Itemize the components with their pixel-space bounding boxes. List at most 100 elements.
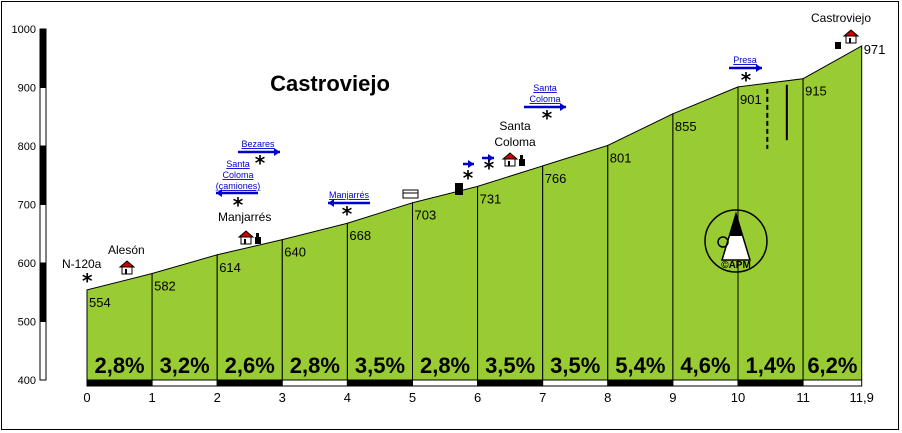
gradient-labels: 2,8% 3,2% 2,6% 2,8% 3,5% 2,8% 3,5% 3,5% 5,4% 4,6%…	[94, 353, 857, 378]
gradient-bar	[151, 379, 218, 387]
x-tick-label: 8	[604, 390, 611, 405]
junction-star: *	[233, 193, 244, 217]
gradient-percent: 2,8%	[94, 353, 144, 378]
junction-star: *	[82, 269, 93, 293]
gradient-bar	[802, 379, 863, 387]
sign-label: Presa	[733, 55, 757, 65]
y-axis-band	[39, 321, 47, 381]
gradient-percent: 3,5%	[485, 353, 535, 378]
y-tick-label: 800	[18, 141, 36, 153]
sign-label: Coloma	[222, 170, 253, 180]
junction-star: *	[484, 156, 495, 180]
elevation-label: 855	[675, 119, 697, 134]
house-icon	[237, 230, 261, 245]
y-axis-band	[39, 28, 47, 88]
x-tick-label: 5	[409, 390, 416, 405]
elevation-label: 971	[864, 42, 886, 57]
place-label: Manjarrés	[218, 210, 271, 224]
church-icon	[835, 42, 841, 49]
sign-label: Manjarrés	[329, 190, 370, 200]
junction-star: *	[542, 106, 553, 130]
gradient-percent: 4,6%	[680, 353, 730, 378]
gradient-percent: 6,2%	[807, 353, 857, 378]
x-tick-label: 11,9	[850, 390, 874, 405]
bridge-icon	[402, 189, 419, 199]
elevation-label: 668	[349, 228, 371, 243]
place-label: Castroviejo	[811, 11, 871, 25]
elevation-label: 582	[154, 279, 176, 294]
arrow-head-icon	[756, 64, 762, 72]
gradient-bar	[412, 379, 479, 387]
mountain-peak-icon	[729, 214, 743, 236]
x-tick-label: 2	[214, 390, 221, 405]
gradient-percent: 2,8%	[290, 353, 340, 378]
apm-logo: ©APM	[704, 209, 768, 273]
y-tick-label: 400	[18, 375, 36, 387]
elevation-label: 801	[610, 150, 632, 165]
gradient-bar	[542, 379, 609, 387]
house-icon	[118, 260, 136, 275]
x-tick-label: 11	[796, 390, 810, 405]
x-tick-label: 10	[731, 390, 745, 405]
arrow-head-icon	[488, 154, 494, 162]
gradient-bar	[672, 379, 739, 387]
place-labels: N-120a*AlesónManjarrésSantaColomaCastrov…	[62, 11, 871, 293]
arrow-head-icon	[560, 103, 566, 111]
y-axis-band	[39, 204, 47, 264]
profile-area: 554 582 614 640 668 703 731 766 801 855 901 915 971	[86, 42, 886, 387]
sign-label: Bezares	[241, 139, 275, 149]
sign-label: (camiones)	[216, 181, 261, 191]
elevation-label: 766	[545, 171, 567, 186]
sign-label: Santa	[226, 159, 250, 169]
x-tick-label: 0	[83, 390, 90, 405]
elevation-label: 703	[415, 208, 437, 223]
x-tick-label: 6	[474, 390, 481, 405]
y-tick-label: 700	[18, 200, 36, 212]
elevation-label: 554	[89, 295, 111, 310]
junction-star: *	[342, 202, 353, 226]
x-tick-label: 9	[669, 390, 676, 405]
gradient-bar	[281, 379, 348, 387]
elevation-label: 640	[284, 245, 306, 260]
gradient-percent: 5,4%	[615, 353, 665, 378]
gradient-percent: 3,2%	[160, 353, 210, 378]
x-tick-label: 3	[279, 390, 286, 405]
sign-label: Coloma	[529, 94, 560, 104]
gradient-percent: 2,6%	[225, 353, 275, 378]
junction-star: *	[463, 166, 474, 190]
y-axis: 400 500 600 700 800 900 1000	[12, 24, 47, 387]
elevation-label: 731	[480, 191, 502, 206]
house-icon	[501, 152, 525, 167]
gradient-bar	[477, 379, 544, 387]
y-tick-label: 900	[18, 83, 36, 95]
mountain-icon	[720, 211, 752, 261]
arrow-head-icon	[274, 148, 280, 156]
x-tick-label: 1	[148, 390, 155, 405]
gradient-percent: 3,5%	[550, 353, 600, 378]
logo-ring	[704, 209, 768, 273]
gradient-percent: 1,4%	[745, 353, 795, 378]
gradient-bar	[346, 379, 413, 387]
x-tick-label: 4	[344, 390, 351, 405]
place-label: N-120a	[62, 257, 102, 271]
x-tick-label: 7	[539, 390, 546, 405]
y-tick-label: 1000	[12, 24, 36, 36]
place-label: Alesón	[108, 243, 145, 257]
chart-title: Castroviejo	[270, 71, 390, 96]
cyclist-icon	[717, 236, 729, 248]
arrow-head-icon	[216, 189, 222, 197]
place-label: Coloma	[494, 135, 536, 149]
arrow-head-icon	[328, 199, 334, 207]
y-axis-band	[39, 145, 47, 205]
logo-text: ©APM	[721, 260, 751, 271]
gradient-bar	[216, 379, 283, 387]
gradient-bar	[737, 379, 804, 387]
gradient-bar	[607, 379, 674, 387]
y-tick-label: 600	[18, 258, 36, 270]
junction-star: *	[741, 68, 752, 92]
steep-marker-icon	[455, 183, 463, 195]
gradient-bar	[86, 379, 153, 387]
